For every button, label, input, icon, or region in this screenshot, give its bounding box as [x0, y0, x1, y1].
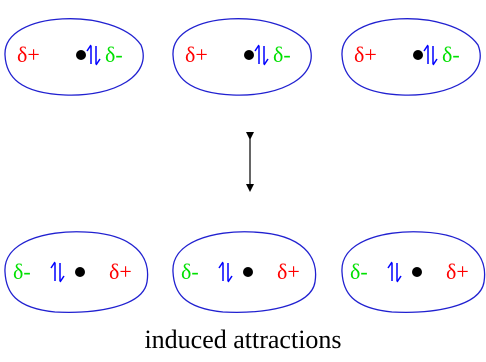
partial-charge: δ+	[109, 259, 132, 284]
partial-charge: δ-	[273, 42, 291, 67]
partial-charge: δ+	[446, 259, 469, 284]
partial-charge: δ-	[13, 259, 31, 284]
partial-charge: δ-	[442, 42, 460, 67]
nucleus	[413, 50, 423, 60]
partial-charge: δ+	[185, 42, 208, 67]
nucleus	[244, 50, 254, 60]
partial-charge: δ+	[354, 42, 377, 67]
partial-charge: δ-	[350, 259, 368, 284]
caption: induced attractions	[144, 325, 341, 354]
nucleus	[243, 267, 253, 277]
partial-charge: δ-	[181, 259, 199, 284]
partial-charge: δ-	[105, 42, 123, 67]
nucleus	[76, 50, 86, 60]
partial-charge: δ+	[17, 42, 40, 67]
diagram: induced attractions δ+ δ-δ+ δ-δ+ δ-δ-δ+ δ-δ+…	[0, 0, 486, 362]
nucleus	[412, 267, 422, 277]
nucleus	[75, 267, 85, 277]
partial-charge: δ+	[277, 259, 300, 284]
